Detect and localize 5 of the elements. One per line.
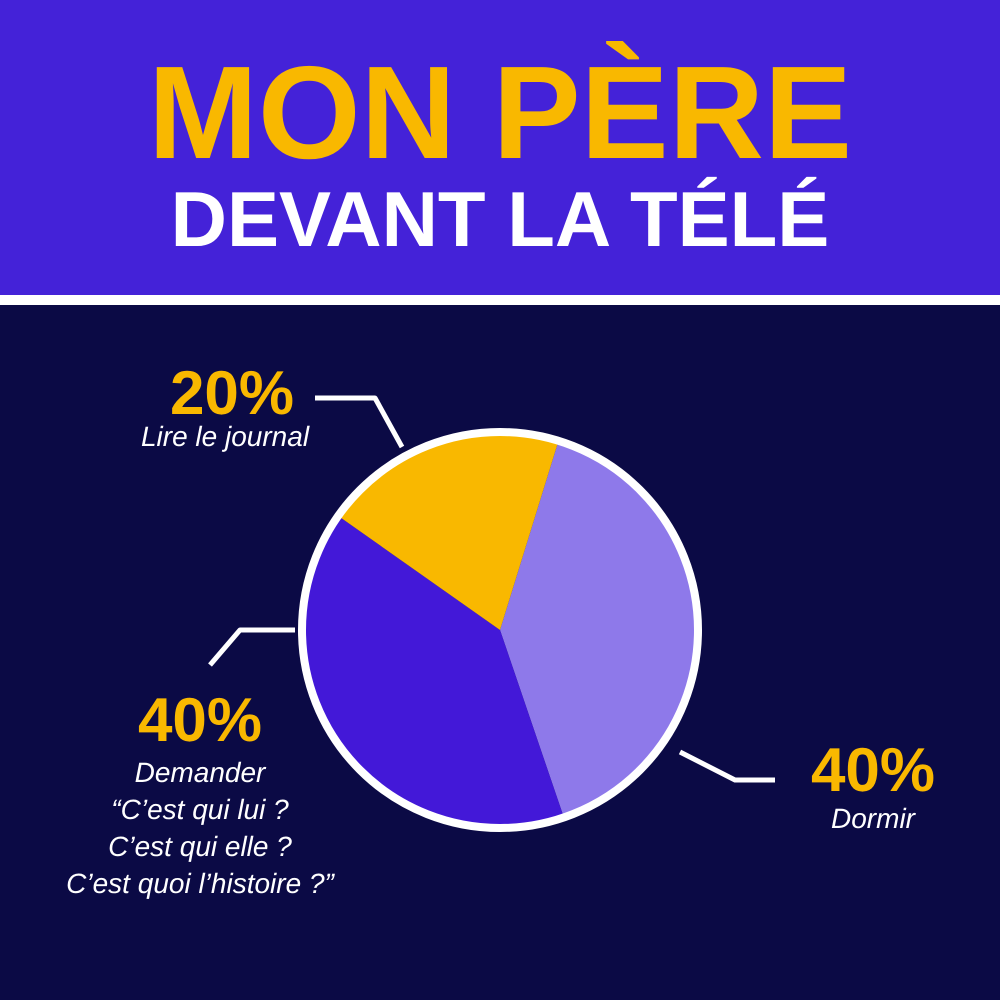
data-label: 40% [138, 686, 262, 755]
slice-label: Demander “C’est qui lui ? C’est qui elle ? C’est quoi l’histoire ?” [66, 757, 336, 899]
slice-label: Lire le journal [140, 421, 310, 452]
slice-label: Dormir [831, 803, 917, 834]
data-label: 40% [810, 736, 936, 805]
